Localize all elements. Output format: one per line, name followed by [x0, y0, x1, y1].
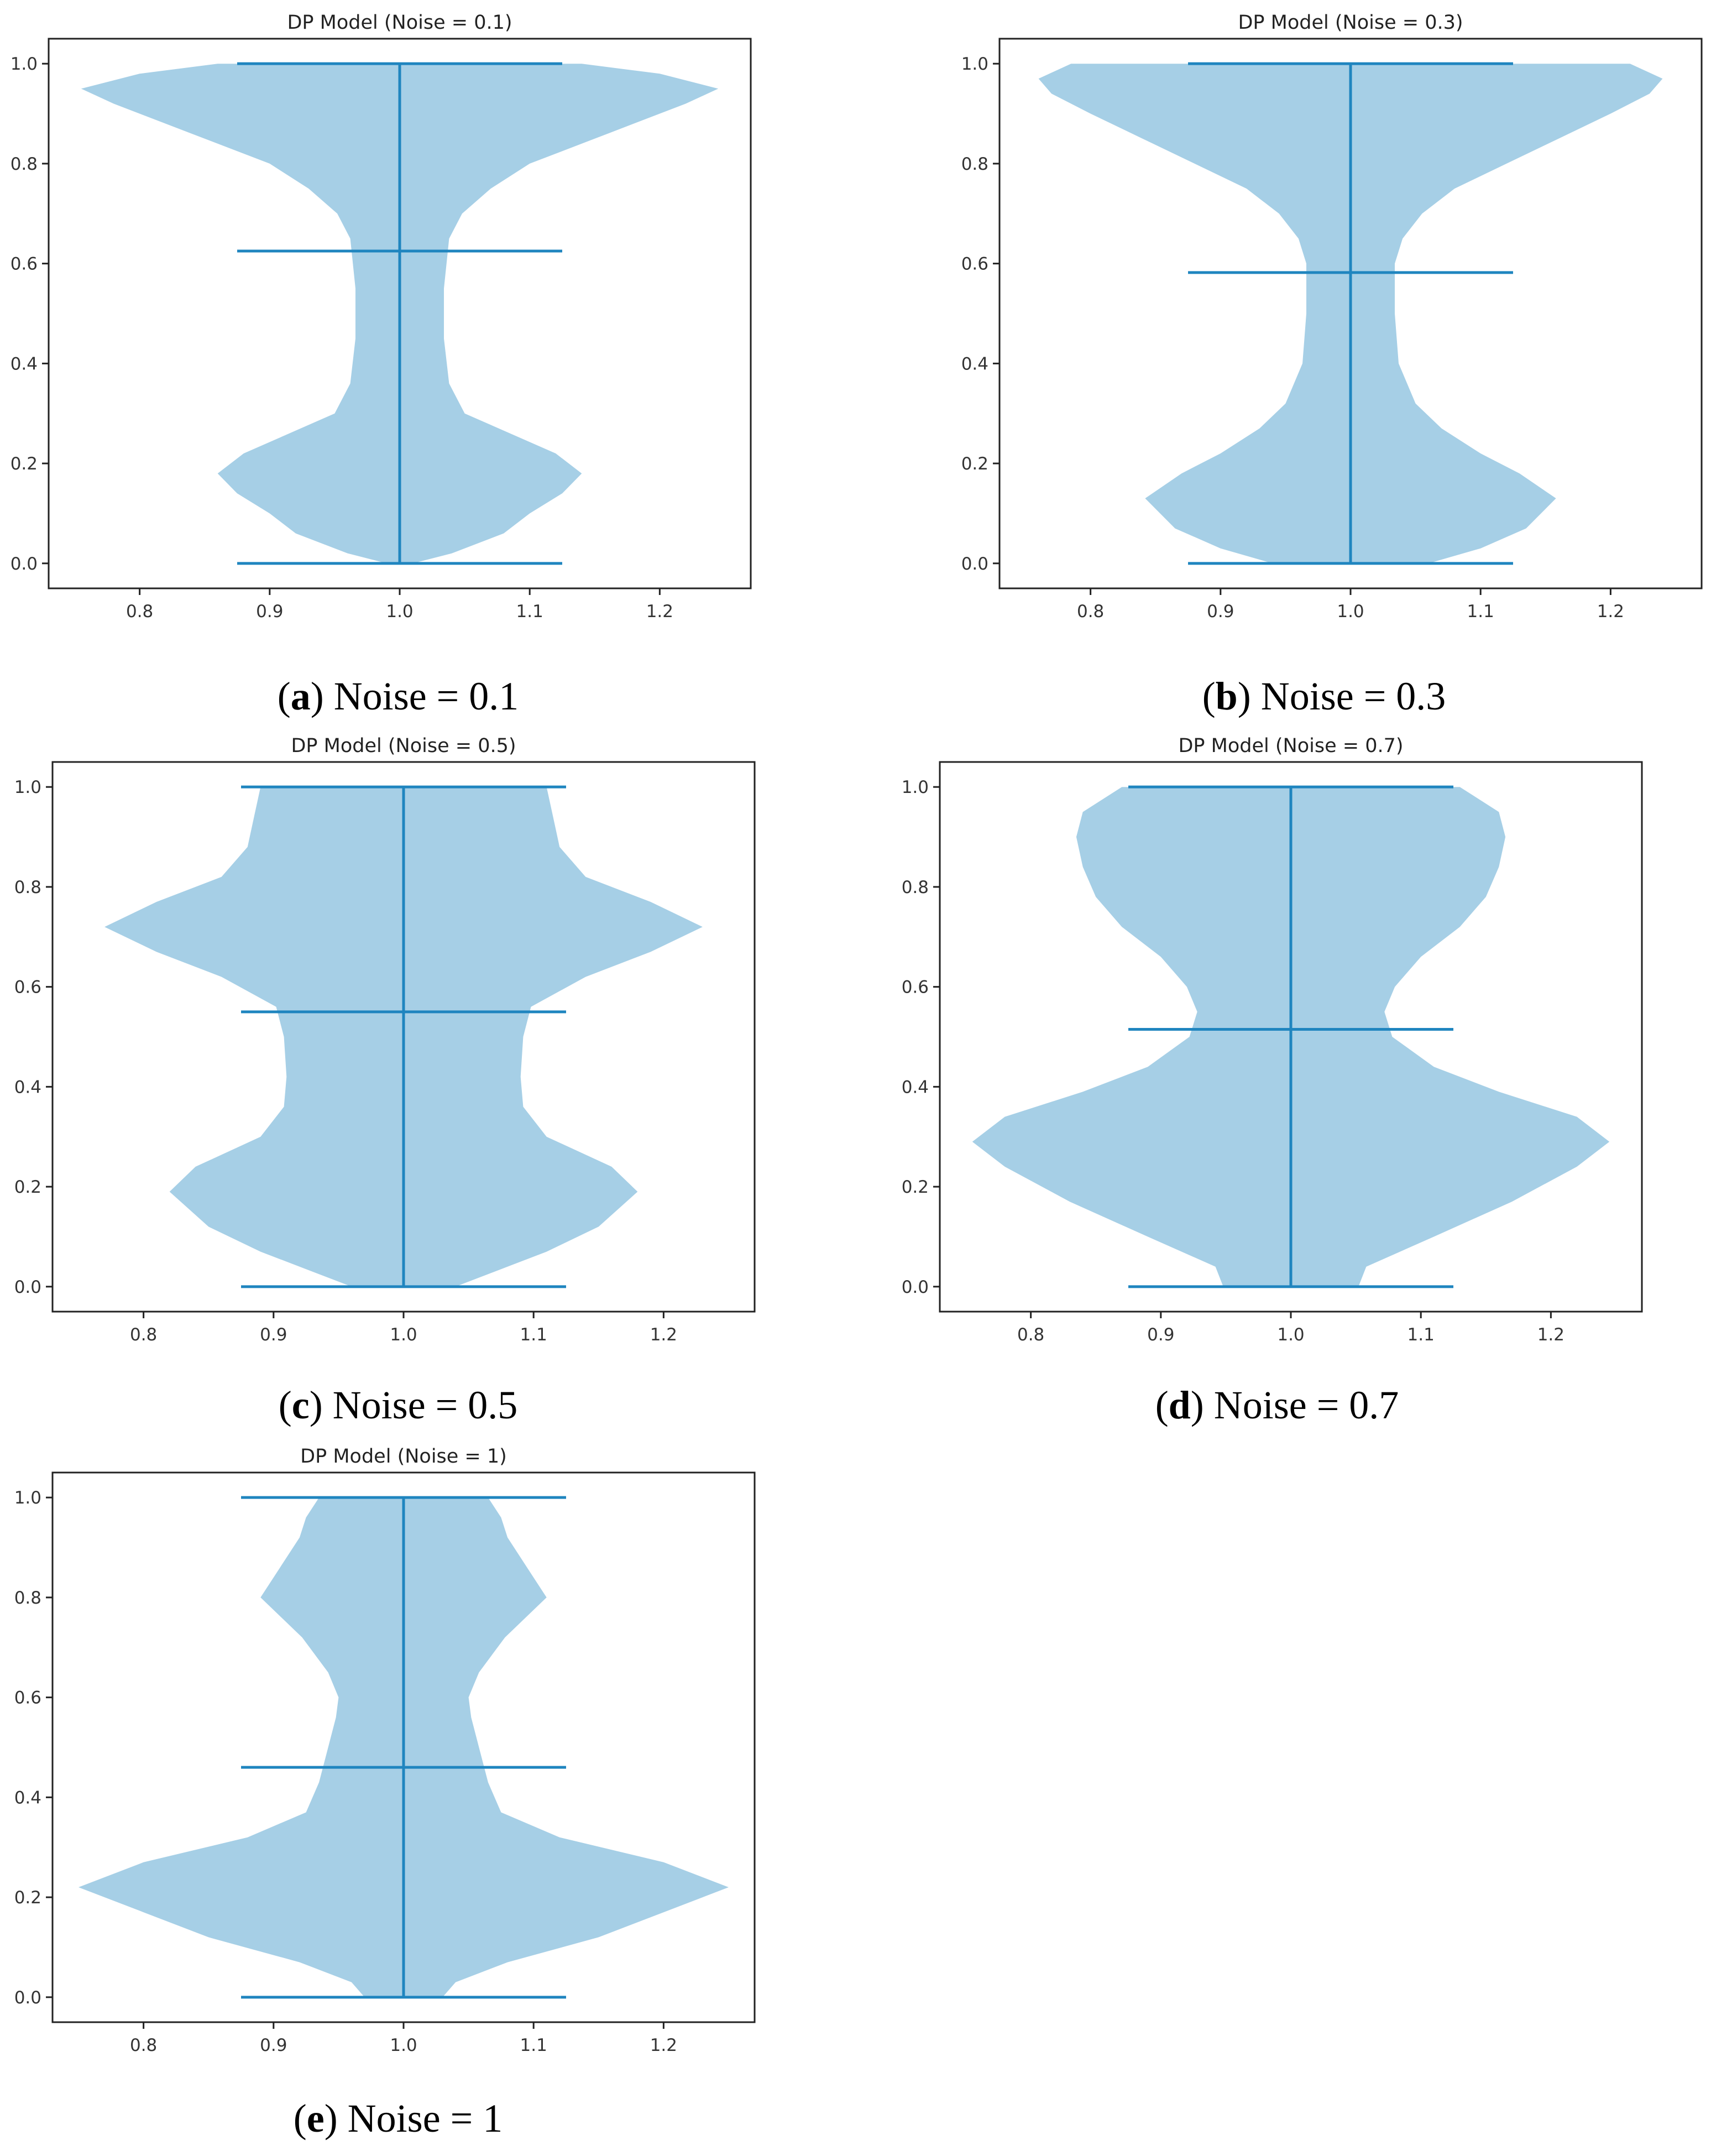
caption-text: Noise = 0.3: [1260, 674, 1446, 718]
violin-panel-b: 0.0 0.2 0.4 0.6 0.8 1.0 0.8 0.9 1.0 1.1 1.2 DP Mode…: [961, 12, 1703, 622]
x-tick-label: 0.8: [1077, 602, 1104, 622]
y-tick-label: 0.2: [961, 454, 988, 474]
y-tick-label: 1.0: [11, 54, 38, 74]
violin-panel-c: 0.0 0.2 0.4 0.6 0.8 1.0 0.8 0.9 1.0 1.1 1.2 DP Mode…: [14, 735, 756, 1345]
y-tick-label: 0.6: [14, 1688, 41, 1708]
y-tick-label: 0.0: [961, 554, 988, 574]
y-tick-label: 0.8: [902, 878, 929, 897]
y-tick-label: 0.0: [14, 1988, 41, 2008]
x-tick-label: 1.2: [1597, 602, 1624, 622]
caption-c: (c) Noise = 0.5: [278, 1383, 518, 1427]
x-tick-label: 1.1: [520, 1325, 547, 1345]
caption-text: Noise = 0.7: [1213, 1383, 1399, 1427]
y-tick-label: 0.4: [11, 354, 38, 374]
y-tick-label: 0.2: [14, 1888, 41, 1908]
y-tick-label: 1.0: [14, 777, 41, 797]
y-tick-label: 1.0: [961, 54, 988, 74]
caption-letter: b: [1215, 674, 1238, 718]
y-tick-label: 0.4: [14, 1788, 41, 1808]
x-tick-label: 0.9: [1207, 602, 1234, 622]
y-tick-label: 0.4: [961, 354, 988, 374]
x-tick-label: 1.0: [1277, 1325, 1304, 1345]
y-tick-label: 0.6: [902, 978, 929, 998]
x-tick-label: 1.0: [390, 2035, 417, 2055]
violin-panel-e: 0.0 0.2 0.4 0.6 0.8 1.0 0.8 0.9 1.0 1.1 1.2 DP Mode…: [14, 1445, 756, 2055]
y-tick-label: 0.6: [14, 978, 41, 998]
x-tick-label: 1.1: [1467, 602, 1494, 622]
caption-e: (e) Noise = 1: [293, 2096, 503, 2141]
y-tick-label: 0.8: [961, 154, 988, 174]
caption-text: Noise = 0.1: [333, 674, 519, 718]
y-tick-label: 0.8: [11, 154, 38, 174]
x-tick-label: 1.0: [390, 1325, 417, 1345]
x-tick-label: 1.2: [1537, 1325, 1565, 1345]
y-tick-label: 0.0: [902, 1277, 929, 1297]
caption-letter: d: [1168, 1383, 1191, 1427]
caption-letter: a: [290, 674, 311, 718]
caption-a: (a) Noise = 0.1: [277, 674, 519, 718]
y-tick-label: 0.6: [961, 254, 988, 274]
y-tick-label: 0.4: [14, 1077, 41, 1097]
chart-title: DP Model (Noise = 1): [300, 1445, 507, 1468]
chart-title: DP Model (Noise = 0.3): [1238, 12, 1463, 34]
y-tick-label: 0.8: [14, 878, 41, 897]
y-tick-label: 0.2: [14, 1177, 41, 1197]
y-tick-label: 0.0: [14, 1277, 41, 1297]
x-tick-label: 1.2: [646, 602, 673, 622]
chart-title: DP Model (Noise = 0.5): [291, 735, 516, 757]
x-tick-label: 0.8: [130, 1325, 157, 1345]
y-tick-label: 0.8: [14, 1588, 41, 1608]
y-tick-label: 0.0: [11, 554, 38, 574]
y-tick-label: 0.4: [902, 1077, 929, 1097]
y-tick-label: 0.2: [11, 454, 38, 474]
x-tick-label: 1.0: [386, 602, 413, 622]
x-tick-label: 1.1: [1407, 1325, 1435, 1345]
x-tick-label: 0.9: [1147, 1325, 1174, 1345]
x-tick-label: 0.8: [130, 2035, 157, 2055]
x-tick-label: 0.9: [260, 1325, 287, 1345]
x-tick-label: 0.8: [126, 602, 153, 622]
caption-text: Noise = 1: [347, 2096, 503, 2141]
chart-title: DP Model (Noise = 0.7): [1178, 735, 1403, 757]
x-tick-label: 1.2: [650, 2035, 677, 2055]
chart-title: DP Model (Noise = 0.1): [287, 12, 512, 34]
violin-panel-d: 0.0 0.2 0.4 0.6 0.8 1.0 0.8 0.9 1.0 1.1 1.2 DP Mode…: [902, 735, 1643, 1345]
violin-panel-a: 0.0 0.2 0.4 0.6 0.8 1.0 0.8 0.9 1.0 1.1 1.2 DP Mode…: [11, 12, 752, 622]
caption-letter: c: [291, 1383, 310, 1427]
x-tick-label: 0.9: [256, 602, 283, 622]
y-tick-label: 1.0: [902, 777, 929, 797]
y-tick-label: 0.2: [902, 1177, 929, 1197]
caption-text: Noise = 0.5: [332, 1383, 518, 1427]
y-tick-label: 1.0: [14, 1488, 41, 1508]
caption-letter: e: [306, 2096, 325, 2141]
x-tick-label: 1.0: [1337, 602, 1364, 622]
caption-b: (b) Noise = 0.3: [1202, 674, 1446, 718]
x-tick-label: 1.1: [520, 2035, 547, 2055]
x-tick-label: 1.2: [650, 1325, 677, 1345]
caption-d: (d) Noise = 0.7: [1155, 1383, 1399, 1427]
x-tick-label: 1.1: [516, 602, 543, 622]
x-tick-label: 0.8: [1017, 1325, 1044, 1345]
y-tick-label: 0.6: [11, 254, 38, 274]
x-tick-label: 0.9: [260, 2035, 287, 2055]
